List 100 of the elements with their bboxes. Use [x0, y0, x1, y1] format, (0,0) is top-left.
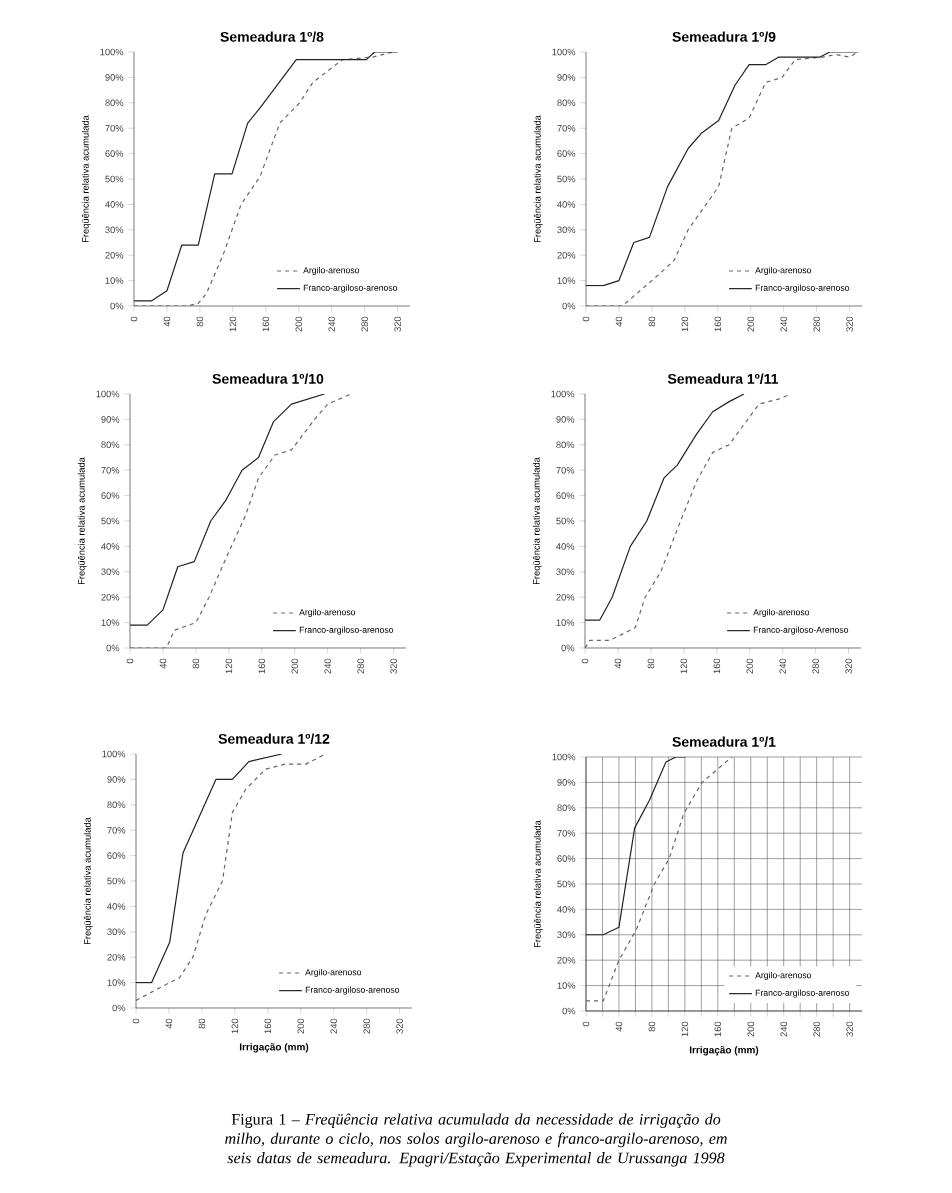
x-tick-label: 120 [231, 1018, 239, 1034]
x-tick-label: 320 [845, 658, 852, 674]
x-tick-label: 200 [747, 1021, 755, 1037]
x-tick-label: 280 [361, 316, 368, 332]
x-tick-label: 200 [747, 316, 755, 332]
y-tick-label: 10% [557, 982, 576, 989]
x-tick-label: 40 [615, 316, 623, 327]
y-tick-label: 40% [556, 543, 575, 550]
y-tick-label: 30% [556, 568, 575, 576]
y-tick-label: 60% [105, 150, 124, 157]
x-tick-label: 240 [324, 658, 332, 674]
y-tick-label: 20% [101, 593, 120, 601]
x-tick-label: 200 [295, 316, 303, 332]
y-tick-label: 40% [557, 201, 576, 208]
legend-label: Franco-argiloso-Arenoso [753, 626, 849, 635]
legend-label: Franco-argiloso-arenoso [299, 626, 394, 635]
line-series [585, 393, 745, 621]
y-tick-label: 30% [557, 226, 576, 234]
x-tick-label: 80 [192, 658, 200, 669]
y-tick-label: 80% [557, 99, 576, 107]
y-tick-label: 0% [561, 644, 575, 652]
y-tick-label: 90% [557, 779, 576, 786]
y-tick-label: 80% [556, 441, 575, 449]
y-tick-label: 50% [101, 517, 120, 525]
y-tick-label: 80% [107, 801, 126, 809]
x-tick-label: 120 [229, 316, 237, 332]
x-tick-label: 80 [196, 316, 204, 327]
y-tick-label: 70% [107, 826, 126, 834]
x-tick-label: 40 [615, 1021, 623, 1032]
x-tick-label: 0 [582, 1021, 590, 1027]
y-tick-label: 70% [557, 124, 576, 132]
y-tick-label: 30% [101, 568, 120, 576]
chart-title: Semeadura 1º/10 [212, 373, 324, 384]
legend-label: Argilo-arenoso [755, 971, 812, 980]
x-tick-label: 40 [165, 1018, 173, 1029]
y-tick-label: 90% [101, 416, 120, 423]
x-tick-label: 80 [647, 658, 655, 669]
x-tick-label: 160 [262, 316, 270, 332]
y-tick-label: 50% [105, 175, 124, 183]
legend-label: Argilo-arenoso [755, 266, 812, 275]
y-tick-label: 80% [101, 441, 120, 449]
y-tick-label: 70% [556, 466, 575, 474]
y-axis-title: Freqüência relativa acumulada [533, 115, 543, 243]
x-tick-label: 0 [132, 1018, 140, 1024]
x-tick-label: 240 [780, 316, 788, 332]
y-tick-label: 40% [107, 903, 126, 910]
y-tick-label: 40% [105, 201, 124, 208]
y-tick-label: 60% [557, 150, 576, 157]
y-tick-label: 60% [557, 855, 576, 862]
y-tick-label: 100% [102, 750, 126, 758]
line-series [586, 757, 733, 1002]
x-tick-label: 280 [812, 658, 819, 674]
y-tick-label: 90% [105, 74, 124, 81]
legend-label: Franco-argiloso-arenoso [755, 284, 850, 293]
legend-label: Franco-argiloso-arenoso [303, 284, 398, 293]
legend-label: Franco-argiloso-arenoso [755, 989, 850, 998]
x-tick-label: 120 [681, 316, 689, 332]
y-tick-label: 100% [552, 753, 576, 761]
y-tick-label: 10% [557, 277, 576, 284]
chart-title: Semeadura 1º/1 [672, 736, 776, 747]
x-tick-label: 320 [846, 316, 853, 332]
x-tick-label: 80 [648, 1021, 656, 1032]
x-tick-label: 160 [713, 658, 721, 674]
y-tick-label: 10% [556, 619, 575, 626]
y-tick-label: 70% [557, 829, 576, 837]
y-tick-label: 0% [110, 302, 124, 310]
y-tick-label: 50% [557, 175, 576, 183]
y-tick-label: 20% [557, 956, 576, 964]
y-tick-label: 30% [557, 931, 576, 939]
y-tick-label: 70% [105, 124, 124, 132]
chart-title: Semeadura 1º/11 [667, 373, 779, 384]
x-tick-label: 200 [291, 658, 299, 674]
x-axis-title: Irrigação (mm) [689, 1046, 759, 1056]
y-tick-label: 100% [96, 390, 120, 398]
legend-label: Argilo-arenoso [305, 968, 362, 977]
y-tick-label: 30% [107, 928, 126, 936]
y-axis-title: Freqüência relativa acumulada [83, 817, 93, 945]
x-tick-label: 320 [396, 1018, 403, 1034]
x-tick-label: 280 [813, 316, 820, 332]
y-tick-label: 40% [557, 906, 576, 913]
x-tick-label: 240 [780, 1021, 788, 1037]
chart-title: Semeadura 1º/9 [672, 31, 776, 42]
chart-title: Semeadura 1º/12 [218, 733, 330, 744]
y-tick-label: 0% [562, 302, 576, 310]
y-tick-label: 30% [105, 226, 124, 234]
y-tick-label: 40% [101, 543, 120, 550]
y-tick-label: 90% [556, 416, 575, 423]
y-tick-label: 60% [556, 492, 575, 499]
x-tick-label: 240 [328, 316, 336, 332]
legend-label: Argilo-arenoso [753, 608, 810, 617]
y-tick-label: 60% [101, 492, 120, 499]
x-tick-label: 40 [163, 316, 171, 327]
line-series [136, 754, 283, 984]
y-axis-title: Freqüência relativa acumulada [81, 115, 91, 243]
y-tick-label: 90% [557, 74, 576, 81]
y-tick-label: 50% [107, 877, 126, 885]
y-tick-label: 0% [106, 644, 120, 652]
y-tick-label: 20% [107, 953, 126, 961]
x-tick-label: 120 [680, 658, 688, 674]
x-tick-label: 0 [126, 658, 134, 664]
